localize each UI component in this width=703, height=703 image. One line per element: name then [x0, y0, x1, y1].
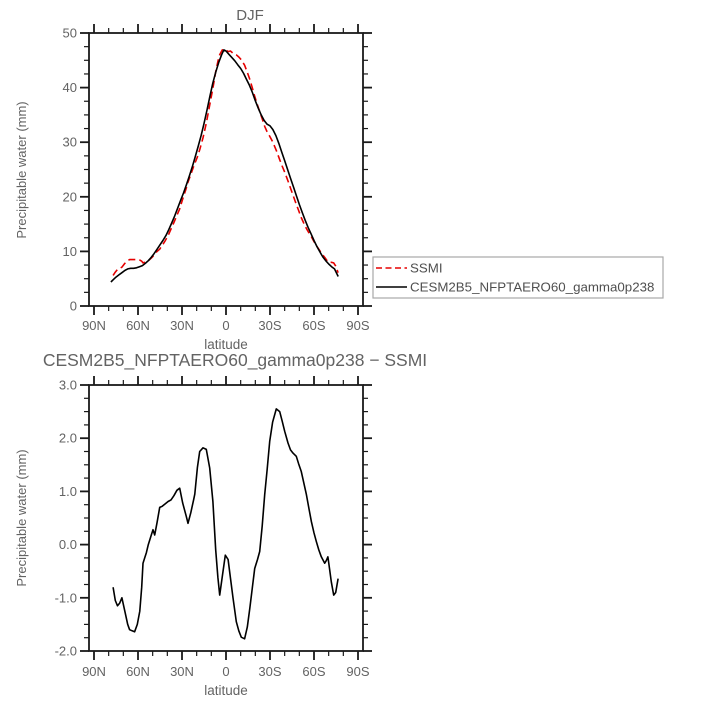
bottom-chart-title: CESM2B5_NFPTAERO60_gamma0p238 − SSMI [43, 350, 427, 371]
bottom-chart-yaxis-label: Precipitable water (mm) [14, 449, 29, 586]
y-tick-label: 40 [63, 80, 77, 95]
y-tick-label: 0.0 [59, 537, 77, 552]
top-chart-yaxis-label: Precipitable water (mm) [14, 101, 29, 238]
x-tick-label: 90N [82, 664, 106, 679]
y-tick-label: 3.0 [59, 378, 77, 393]
plot-frame [88, 384, 364, 652]
series-line-cesm2b5-nfptaero60-gamma0p238 [110, 49, 339, 283]
y-tick-label: 10 [63, 244, 77, 259]
top-chart-xaxis-label: latitude [204, 337, 248, 352]
x-tick-label: 30S [258, 318, 281, 333]
top-chart: 90N 60N 30N 0 30S 60S 90S 0 10 20 30 40 50 DJF latitud… [14, 7, 372, 352]
y-tick-label: 20 [63, 189, 77, 204]
x-tick-label: 30N [170, 318, 194, 333]
x-tick-label: 90N [82, 318, 106, 333]
y-tick-label: -2.0 [55, 644, 77, 659]
y-tick-label: 2.0 [59, 431, 77, 446]
legend-label: CESM2B5_NFPTAERO60_gamma0p238 [410, 280, 654, 295]
x-tick-label: 60S [302, 664, 325, 679]
legend-label: SSMI [410, 261, 443, 276]
y-tick-label: 30 [63, 135, 77, 150]
x-tick-label: 0 [222, 664, 229, 679]
x-tick-label: 60N [126, 318, 150, 333]
series-line-cesm2b5-nfptaero60-gamma0p238-minus-ssmi [112, 408, 339, 640]
y-tick-label: -1.0 [55, 590, 77, 605]
series-line-ssmi [112, 48, 339, 276]
top-chart-title: DJF [236, 7, 264, 24]
bottom-chart: 90N 60N 30N 0 30S 60S 90S -2.0 -1.0 0.0 1.0 2.0 3.0 C… [14, 350, 427, 698]
legend: SSMI CESM2B5_NFPTAERO60_gamma0p238 [372, 256, 664, 299]
plot-frame [88, 32, 364, 307]
bottom-chart-xaxis-label: latitude [204, 683, 248, 698]
x-tick-label: 60N [126, 664, 150, 679]
legend-box [372, 256, 664, 299]
x-tick-label: 30N [170, 664, 194, 679]
x-tick-label: 0 [222, 318, 229, 333]
y-tick-label: 0 [70, 299, 77, 314]
x-tick-label: 30S [258, 664, 281, 679]
x-tick-label: 60S [302, 318, 325, 333]
x-tick-label: 90S [346, 318, 369, 333]
y-tick-label: 50 [63, 26, 77, 41]
x-tick-label: 90S [346, 664, 369, 679]
y-tick-label: 1.0 [59, 484, 77, 499]
